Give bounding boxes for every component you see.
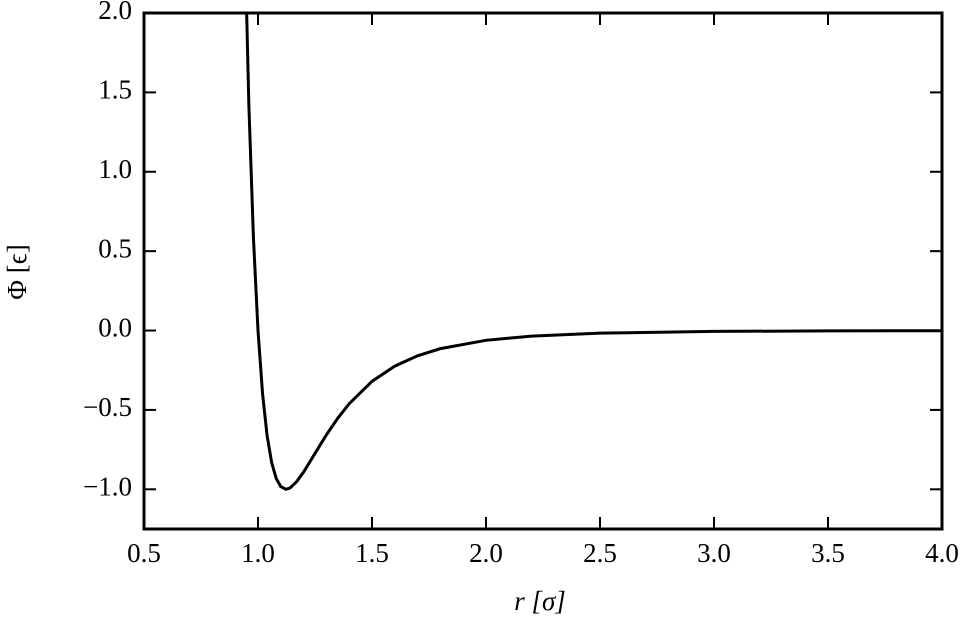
x-tick-label: 3.0	[697, 538, 731, 568]
x-tick-label: 3.5	[811, 538, 845, 568]
x-tick-label: 1.0	[241, 538, 275, 568]
y-axis-label: Φ [ϵ]	[2, 244, 32, 299]
plot-frame	[142, 11, 944, 531]
y-tick-label: −1.0	[83, 472, 132, 502]
x-tick-label: 1.5	[355, 538, 389, 568]
x-axis-label: r [σ]	[514, 586, 566, 616]
y-tick-label: 0.5	[98, 233, 132, 263]
x-tick-label: 2.5	[583, 538, 617, 568]
y-tick-label: 0.0	[98, 313, 132, 343]
x-tick-label: 2.0	[469, 538, 503, 568]
x-tick-label: 4.0	[925, 538, 959, 568]
y-tick-label: 2.0	[98, 0, 132, 25]
data-line	[245, 13, 942, 491]
y-tick-label: 1.0	[98, 154, 132, 184]
x-tick-label: 0.5	[127, 538, 161, 568]
y-tick-label: −0.5	[83, 392, 132, 422]
y-tick-label: 1.5	[98, 75, 132, 105]
